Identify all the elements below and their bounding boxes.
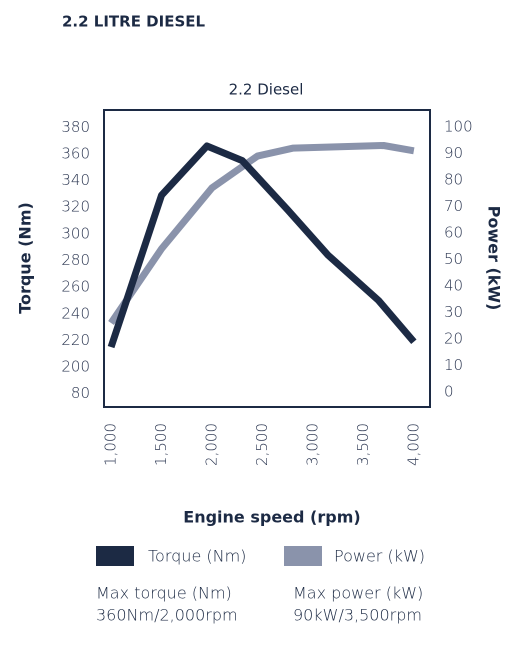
y2-tick-label: 0 [444, 382, 454, 400]
y-tick-label: 320 [61, 198, 90, 216]
y-tick-label: 340 [61, 171, 90, 189]
note-value: 360Nm/2,000rpm [96, 606, 238, 625]
series-line [108, 142, 415, 325]
y-tick-label: 200 [61, 358, 90, 376]
x-tick-label: 2,500 [253, 423, 271, 466]
y2-axis-label: Power (kW) [485, 206, 504, 311]
y-tick-label: 80 [71, 384, 90, 402]
series-line [107, 142, 417, 349]
x-tick-label: 4,000 [404, 423, 422, 466]
chart-title: 2.2 Diesel [229, 81, 304, 99]
plot-frame [103, 109, 431, 408]
y2-tick-label: 60 [444, 223, 463, 241]
y-tick-label: 240 [61, 304, 90, 322]
y2-tick-label: 90 [444, 144, 463, 162]
legend-label: Torque (Nm) [148, 547, 246, 566]
y-tick-label: 280 [61, 251, 90, 269]
legend-label: Power (kW) [334, 547, 425, 566]
legend-swatch [96, 546, 134, 566]
y2-tick-label: 50 [444, 250, 463, 268]
x-tick-label: 2,000 [202, 423, 220, 466]
y-tick-label: 260 [61, 278, 90, 296]
x-axis-label: Engine speed (rpm) [183, 508, 360, 527]
note-value: 90kW/3,500rpm [293, 606, 422, 625]
x-tick-label: 3,500 [354, 423, 372, 466]
x-tick-label: 1,500 [152, 423, 170, 466]
y-tick-label: 220 [61, 331, 90, 349]
y2-tick-label: 10 [444, 356, 463, 374]
page-title: 2.2 LITRE DIESEL [62, 13, 206, 31]
y2-tick-label: 80 [444, 170, 463, 188]
y2-tick-label: 40 [444, 276, 463, 294]
y-axis-label: Torque (Nm) [16, 202, 35, 314]
x-tick-label: 1,000 [102, 423, 120, 466]
y-tick-label: 380 [61, 118, 90, 136]
legend-swatch [284, 546, 322, 566]
y2-tick-label: 100 [444, 117, 473, 135]
y-tick-label: 300 [61, 224, 90, 242]
y2-tick-label: 70 [444, 197, 463, 215]
y2-tick-label: 20 [444, 329, 463, 347]
note-label: Max torque (Nm) [96, 584, 232, 603]
note-label: Max power (kW) [293, 584, 423, 603]
y-tick-label: 360 [61, 144, 90, 162]
y2-tick-label: 30 [444, 303, 463, 321]
x-tick-label: 3,000 [303, 423, 321, 466]
